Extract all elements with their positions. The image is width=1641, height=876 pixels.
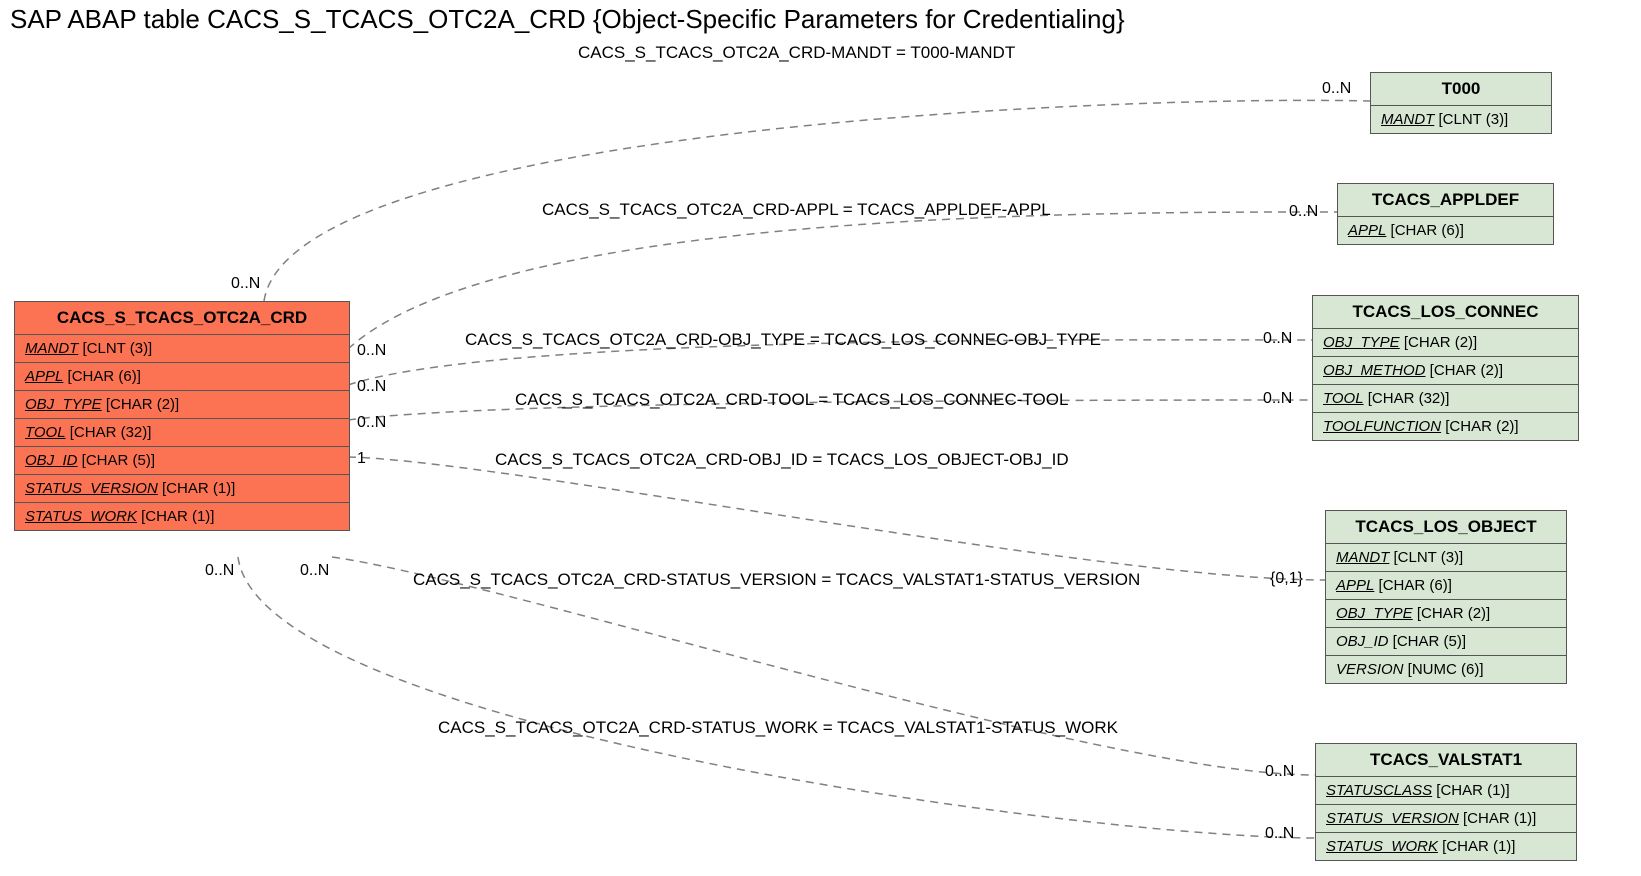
edge-label: CACS_S_TCACS_OTC2A_CRD-TOOL = TCACS_LOS_… bbox=[515, 390, 1068, 410]
entity-header: TCACS_LOS_OBJECT bbox=[1326, 511, 1566, 544]
entity-t000: T000MANDT [CLNT (3)] bbox=[1370, 72, 1552, 134]
cardinality-from: 0..N bbox=[357, 414, 386, 432]
entity-field: APPL [CHAR (6)] bbox=[15, 363, 349, 391]
entity-main: CACS_S_TCACS_OTC2A_CRDMANDT [CLNT (3)]AP… bbox=[14, 301, 350, 531]
entity-header: T000 bbox=[1371, 73, 1551, 106]
entity-connec: TCACS_LOS_CONNECOBJ_TYPE [CHAR (2)]OBJ_M… bbox=[1312, 295, 1579, 441]
entity-field: OBJ_ID [CHAR (5)] bbox=[15, 447, 349, 475]
entity-object: TCACS_LOS_OBJECTMANDT [CLNT (3)]APPL [CH… bbox=[1325, 510, 1567, 684]
entity-appldef: TCACS_APPLDEFAPPL [CHAR (6)] bbox=[1337, 183, 1554, 245]
cardinality-to: 0..N bbox=[1265, 825, 1294, 843]
cardinality-from: 1 bbox=[357, 450, 366, 468]
entity-field: STATUS_VERSION [CHAR (1)] bbox=[1316, 805, 1576, 833]
edge-label: CACS_S_TCACS_OTC2A_CRD-MANDT = T000-MAND… bbox=[578, 43, 1015, 63]
cardinality-to: 0..N bbox=[1265, 763, 1294, 781]
entity-field: STATUS_VERSION [CHAR (1)] bbox=[15, 475, 349, 503]
entity-field: OBJ_TYPE [CHAR (2)] bbox=[15, 391, 349, 419]
edge-label: CACS_S_TCACS_OTC2A_CRD-APPL = TCACS_APPL… bbox=[542, 200, 1051, 220]
entity-field: VERSION [NUMC (6)] bbox=[1326, 656, 1566, 683]
entity-field: MANDT [CLNT (3)] bbox=[1371, 106, 1551, 133]
entity-valstat: TCACS_VALSTAT1STATUSCLASS [CHAR (1)]STAT… bbox=[1315, 743, 1577, 861]
entity-field: OBJ_ID [CHAR (5)] bbox=[1326, 628, 1566, 656]
entity-field: TOOL [CHAR (32)] bbox=[15, 419, 349, 447]
entity-header: CACS_S_TCACS_OTC2A_CRD bbox=[15, 302, 349, 335]
entity-field: MANDT [CLNT (3)] bbox=[1326, 544, 1566, 572]
cardinality-to: 0..N bbox=[1263, 390, 1292, 408]
cardinality-from: 0..N bbox=[357, 378, 386, 396]
entity-field: OBJ_METHOD [CHAR (2)] bbox=[1313, 357, 1578, 385]
cardinality-to: {0,1} bbox=[1270, 570, 1303, 588]
cardinality-to: 0..N bbox=[1289, 203, 1318, 221]
entity-field: STATUSCLASS [CHAR (1)] bbox=[1316, 777, 1576, 805]
entity-field: STATUS_WORK [CHAR (1)] bbox=[15, 503, 349, 530]
entity-header: TCACS_VALSTAT1 bbox=[1316, 744, 1576, 777]
edge-label: CACS_S_TCACS_OTC2A_CRD-STATUS_WORK = TCA… bbox=[438, 718, 1118, 738]
cardinality-from: 0..N bbox=[357, 342, 386, 360]
entity-field: MANDT [CLNT (3)] bbox=[15, 335, 349, 363]
edge-label: CACS_S_TCACS_OTC2A_CRD-OBJ_ID = TCACS_LO… bbox=[495, 450, 1069, 470]
cardinality-to: 0..N bbox=[1322, 80, 1351, 98]
entity-field: APPL [CHAR (6)] bbox=[1326, 572, 1566, 600]
edge-label: CACS_S_TCACS_OTC2A_CRD-OBJ_TYPE = TCACS_… bbox=[465, 330, 1101, 350]
entity-field: TOOL [CHAR (32)] bbox=[1313, 385, 1578, 413]
cardinality-from: 0..N bbox=[300, 562, 329, 580]
entity-field: OBJ_TYPE [CHAR (2)] bbox=[1313, 329, 1578, 357]
cardinality-from: 0..N bbox=[231, 275, 260, 293]
entity-field: APPL [CHAR (6)] bbox=[1338, 217, 1553, 244]
diagram-title: SAP ABAP table CACS_S_TCACS_OTC2A_CRD {O… bbox=[10, 4, 1125, 35]
entity-header: TCACS_LOS_CONNEC bbox=[1313, 296, 1578, 329]
entity-header: TCACS_APPLDEF bbox=[1338, 184, 1553, 217]
entity-field: TOOLFUNCTION [CHAR (2)] bbox=[1313, 413, 1578, 440]
edge-label: CACS_S_TCACS_OTC2A_CRD-STATUS_VERSION = … bbox=[413, 570, 1140, 590]
cardinality-from: 0..N bbox=[205, 562, 234, 580]
entity-field: STATUS_WORK [CHAR (1)] bbox=[1316, 833, 1576, 860]
entity-field: OBJ_TYPE [CHAR (2)] bbox=[1326, 600, 1566, 628]
cardinality-to: 0..N bbox=[1263, 330, 1292, 348]
